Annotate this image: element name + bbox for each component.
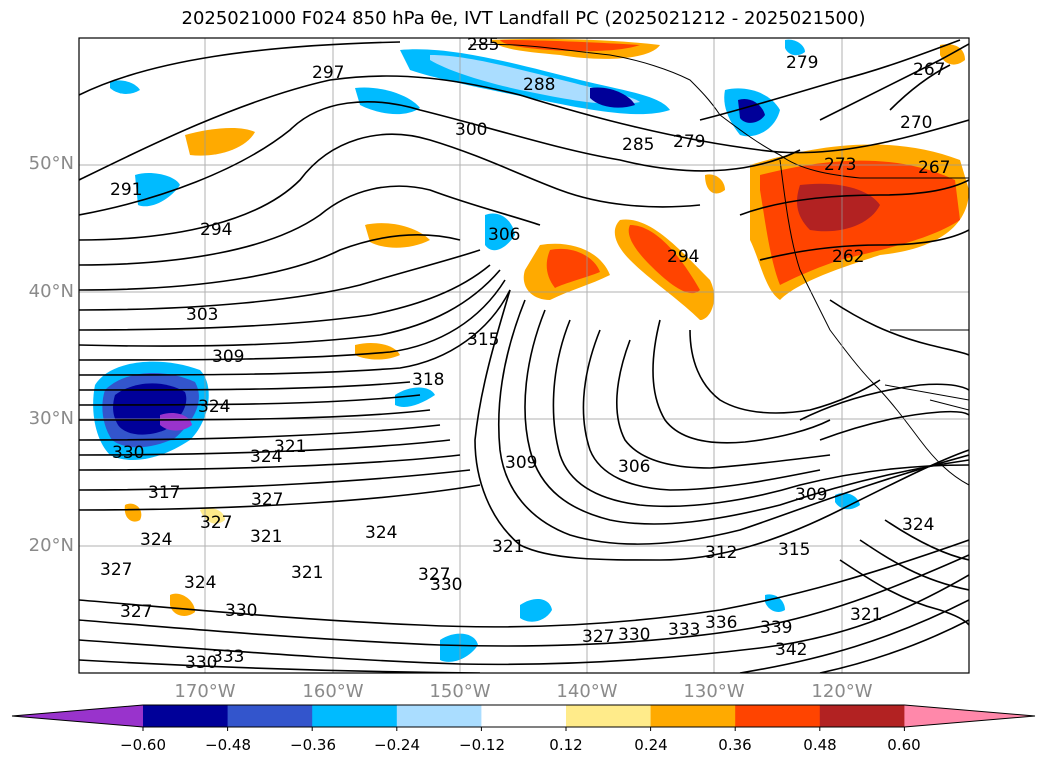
contour-label: 333 xyxy=(212,647,244,667)
contour-label: 285 xyxy=(622,135,654,155)
contour-label: 312 xyxy=(705,543,737,563)
colorbar-segment xyxy=(819,705,905,727)
contour-label: 306 xyxy=(488,225,520,245)
colorbar-tick-label: −0.36 xyxy=(290,736,336,754)
colorbar-segment xyxy=(143,705,229,727)
colorbar-tick-label: 0.12 xyxy=(549,736,583,754)
contour-labels: 285 297 288 300 285 279 279 267 270 267 … xyxy=(100,35,950,673)
colorbar-tick-label: 0.48 xyxy=(803,736,837,754)
contour-label: 270 xyxy=(900,113,932,133)
contour-label: 324 xyxy=(184,573,216,593)
contour-label: 330 xyxy=(185,653,217,673)
contour-label: 297 xyxy=(312,63,344,83)
colorbar-tick-label: 0.60 xyxy=(887,736,921,754)
contour-label: 321 xyxy=(274,437,306,457)
contour-label: 315 xyxy=(778,540,810,560)
colorbar-segment xyxy=(481,705,567,727)
colorbar-tick-label: −0.12 xyxy=(459,736,505,754)
contour-label: 324 xyxy=(250,447,282,467)
contour-label: 327 xyxy=(582,627,614,647)
contour-label: 321 xyxy=(492,537,524,557)
colorbar-tick-label: 0.36 xyxy=(718,736,752,754)
colorbar-extend-right xyxy=(904,705,1035,727)
map-title: 2025021000 F024 850 hPa θe, IVT Landfall… xyxy=(181,8,866,29)
contour-label: 279 xyxy=(786,53,818,73)
contour-label: 327 xyxy=(120,602,152,622)
lat-label: 30°N xyxy=(28,408,74,429)
contour-label: 273 xyxy=(824,155,856,175)
contour-label: 330 xyxy=(430,575,462,595)
contour-label: 309 xyxy=(505,453,537,473)
colorbar-tick-label: −0.48 xyxy=(205,736,251,754)
contour-label: 327 xyxy=(251,490,283,510)
map-frame xyxy=(78,37,970,674)
contour-label: 317 xyxy=(148,483,180,503)
lon-label: 140°W xyxy=(556,681,618,702)
contour-label: 333 xyxy=(668,620,700,640)
contour-label: 324 xyxy=(902,515,934,535)
contour-label: 336 xyxy=(705,613,737,633)
colorbar-extend-left xyxy=(12,705,143,727)
contour-label: 309 xyxy=(795,485,827,505)
lon-label: 160°W xyxy=(302,681,364,702)
colorbar-tick-label: −0.24 xyxy=(374,736,420,754)
contour-label: 327 xyxy=(100,560,132,580)
contour-label: 330 xyxy=(618,625,650,645)
contour-label: 294 xyxy=(200,220,232,240)
contour-label: 291 xyxy=(110,180,142,200)
lon-label: 130°W xyxy=(683,681,745,702)
contour-label: 309 xyxy=(212,347,244,367)
contour-label: 327 xyxy=(418,565,450,585)
colorbar-tick-label: −0.60 xyxy=(120,736,166,754)
lon-label: 150°W xyxy=(429,681,491,702)
negative-anomaly-shading xyxy=(93,39,860,662)
colorbar-segment xyxy=(566,705,652,727)
contour-label: 294 xyxy=(667,247,699,267)
contour-label: 306 xyxy=(618,457,650,477)
contour-label: 321 xyxy=(250,527,282,547)
contour-label: 342 xyxy=(775,640,807,660)
contour-label: 324 xyxy=(140,530,172,550)
contour-label: 330 xyxy=(225,601,257,621)
colorbar-segment xyxy=(650,705,736,727)
colorbar xyxy=(11,704,1036,731)
colorbar-segment xyxy=(227,705,313,727)
lat-label: 50°N xyxy=(28,153,74,174)
lon-label: 120°W xyxy=(811,681,873,702)
theta-e-contours xyxy=(79,39,969,673)
contour-label: 330 xyxy=(112,443,144,463)
contour-label: 279 xyxy=(673,132,705,152)
contour-label: 285 xyxy=(467,35,499,55)
contour-label: 339 xyxy=(760,618,792,638)
coastlines xyxy=(469,43,969,486)
lat-label: 20°N xyxy=(28,535,74,556)
contour-label: 267 xyxy=(918,158,950,178)
lon-label: 170°W xyxy=(174,681,236,702)
contour-label: 303 xyxy=(186,305,218,325)
contour-label: 262 xyxy=(832,247,864,267)
contour-label: 267 xyxy=(913,60,945,80)
contour-label: 300 xyxy=(455,120,487,140)
contour-label: 318 xyxy=(412,370,444,390)
colorbar-segment xyxy=(396,705,482,727)
contour-label: 321 xyxy=(850,605,882,625)
contour-label: 324 xyxy=(198,397,230,417)
contour-label: 315 xyxy=(467,330,499,350)
colorbar-segment xyxy=(312,705,398,727)
contour-label: 321 xyxy=(291,563,323,583)
lat-label: 40°N xyxy=(28,281,74,302)
colorbar-segment xyxy=(735,705,821,727)
colorbar-tick-label: 0.24 xyxy=(634,736,668,754)
contour-label: 327 xyxy=(200,513,232,533)
contour-label: 324 xyxy=(365,523,397,543)
contour-label: 288 xyxy=(523,75,555,95)
